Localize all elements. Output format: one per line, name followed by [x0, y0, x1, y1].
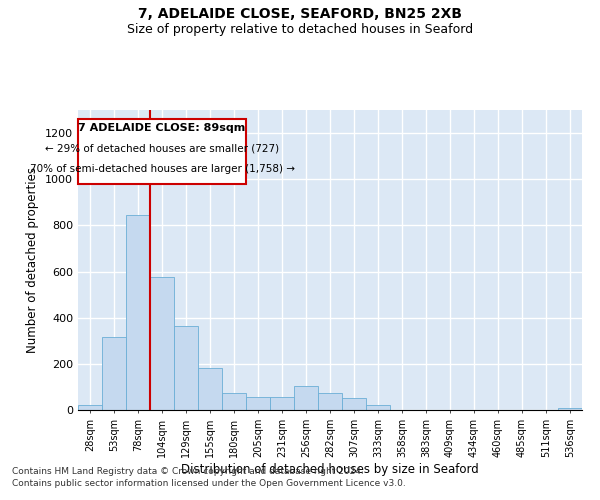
Text: Contains HM Land Registry data © Crown copyright and database right 2024.: Contains HM Land Registry data © Crown c…: [12, 468, 364, 476]
Bar: [198, 368, 222, 410]
Y-axis label: Number of detached properties: Number of detached properties: [26, 167, 40, 353]
Bar: [558, 408, 582, 410]
Bar: [270, 398, 294, 410]
Bar: [150, 278, 174, 410]
Bar: [246, 398, 270, 410]
Bar: [294, 386, 318, 410]
Bar: [222, 392, 246, 410]
Text: ← 29% of detached houses are smaller (727): ← 29% of detached houses are smaller (72…: [45, 144, 279, 154]
Bar: [78, 406, 102, 410]
Bar: [126, 215, 150, 410]
Text: 70% of semi-detached houses are larger (1,758) →: 70% of semi-detached houses are larger (…: [29, 164, 295, 174]
Bar: [174, 326, 198, 410]
Bar: [366, 406, 390, 410]
Bar: [318, 392, 342, 410]
Bar: [342, 398, 366, 410]
Text: 7, ADELAIDE CLOSE, SEAFORD, BN25 2XB: 7, ADELAIDE CLOSE, SEAFORD, BN25 2XB: [138, 8, 462, 22]
Text: Contains public sector information licensed under the Open Government Licence v3: Contains public sector information licen…: [12, 479, 406, 488]
Bar: [102, 338, 126, 410]
Text: Size of property relative to detached houses in Seaford: Size of property relative to detached ho…: [127, 22, 473, 36]
Text: 7 ADELAIDE CLOSE: 89sqm: 7 ADELAIDE CLOSE: 89sqm: [79, 124, 245, 134]
X-axis label: Distribution of detached houses by size in Seaford: Distribution of detached houses by size …: [181, 462, 479, 475]
Bar: [78, 119, 246, 184]
